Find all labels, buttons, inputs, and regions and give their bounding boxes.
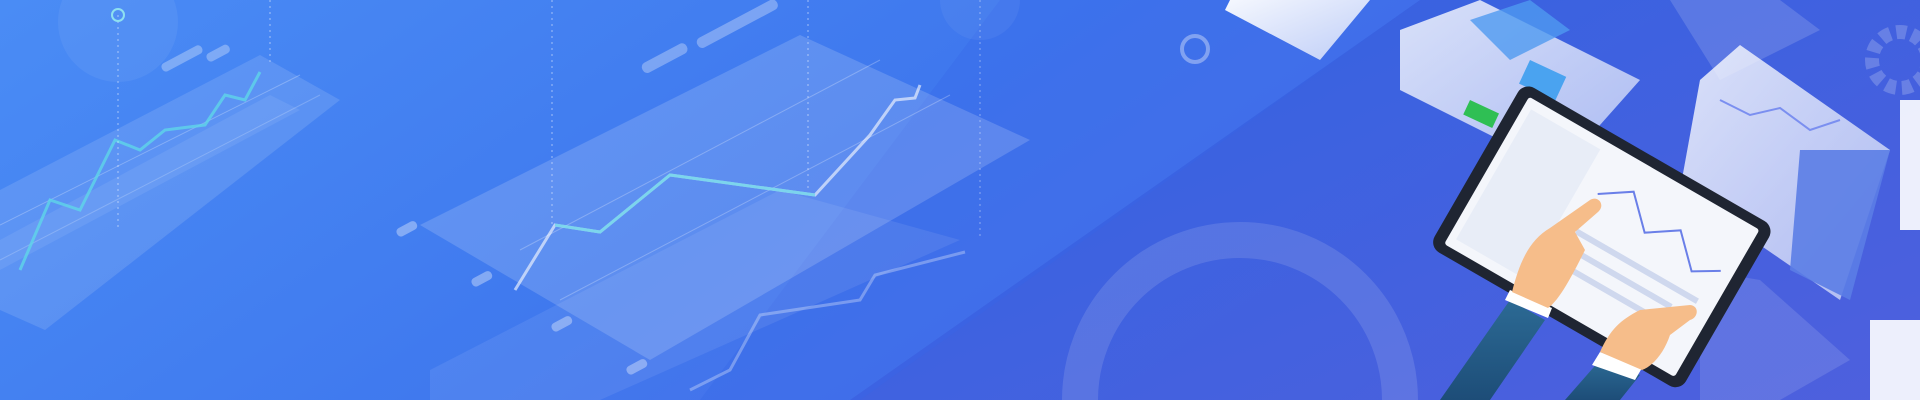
floating-screens	[1225, 0, 1920, 400]
screen-chart	[1719, 99, 1841, 132]
deco-pill	[206, 44, 230, 62]
screen-edge	[1870, 320, 1920, 400]
deco-pill	[626, 359, 648, 375]
iso-panel	[0, 55, 340, 330]
guide-node	[111, 8, 125, 22]
deco-pill	[641, 43, 688, 73]
trend-line	[18, 71, 262, 271]
iso-panel	[0, 95, 300, 270]
left-hand	[1512, 198, 1602, 308]
hands	[1440, 198, 1697, 400]
left-sleeve	[1440, 300, 1545, 400]
left-cuff	[1505, 290, 1552, 318]
deco-pill	[551, 316, 573, 332]
deco-pill	[161, 45, 203, 72]
screen-widget	[1463, 99, 1500, 129]
deco-pill	[696, 0, 778, 48]
deco-ring	[1180, 34, 1210, 64]
screen-ghost	[1670, 0, 1820, 80]
middle-panel	[396, 0, 1030, 400]
left-panel	[0, 0, 340, 330]
iso-panel	[430, 190, 960, 400]
right-cuff	[1592, 352, 1642, 380]
iso-panel	[420, 35, 1030, 360]
gear-icon	[1865, 25, 1920, 95]
diagonal-shade	[700, 0, 1420, 400]
screen-column	[1456, 109, 1601, 280]
right-hand	[1600, 305, 1697, 370]
screen-edge	[1900, 100, 1920, 230]
deco-pill	[471, 271, 493, 287]
screen-row	[1574, 228, 1699, 304]
deco-arc	[1062, 222, 1418, 400]
screen-chart	[1597, 190, 1721, 273]
screen-row	[1565, 244, 1673, 310]
trend-line	[689, 250, 966, 392]
screen-widget	[1790, 150, 1890, 300]
trend-highlight	[554, 173, 816, 234]
screen-widget	[1519, 60, 1567, 101]
iso-line	[559, 94, 951, 301]
screen-widget	[1470, 0, 1570, 60]
deco-pill	[396, 221, 418, 237]
screen-card	[1225, 0, 1370, 60]
iso-line	[0, 94, 321, 261]
iso-line	[519, 59, 881, 251]
screen-ghost	[1700, 270, 1850, 400]
deco-circle	[940, 0, 1020, 40]
